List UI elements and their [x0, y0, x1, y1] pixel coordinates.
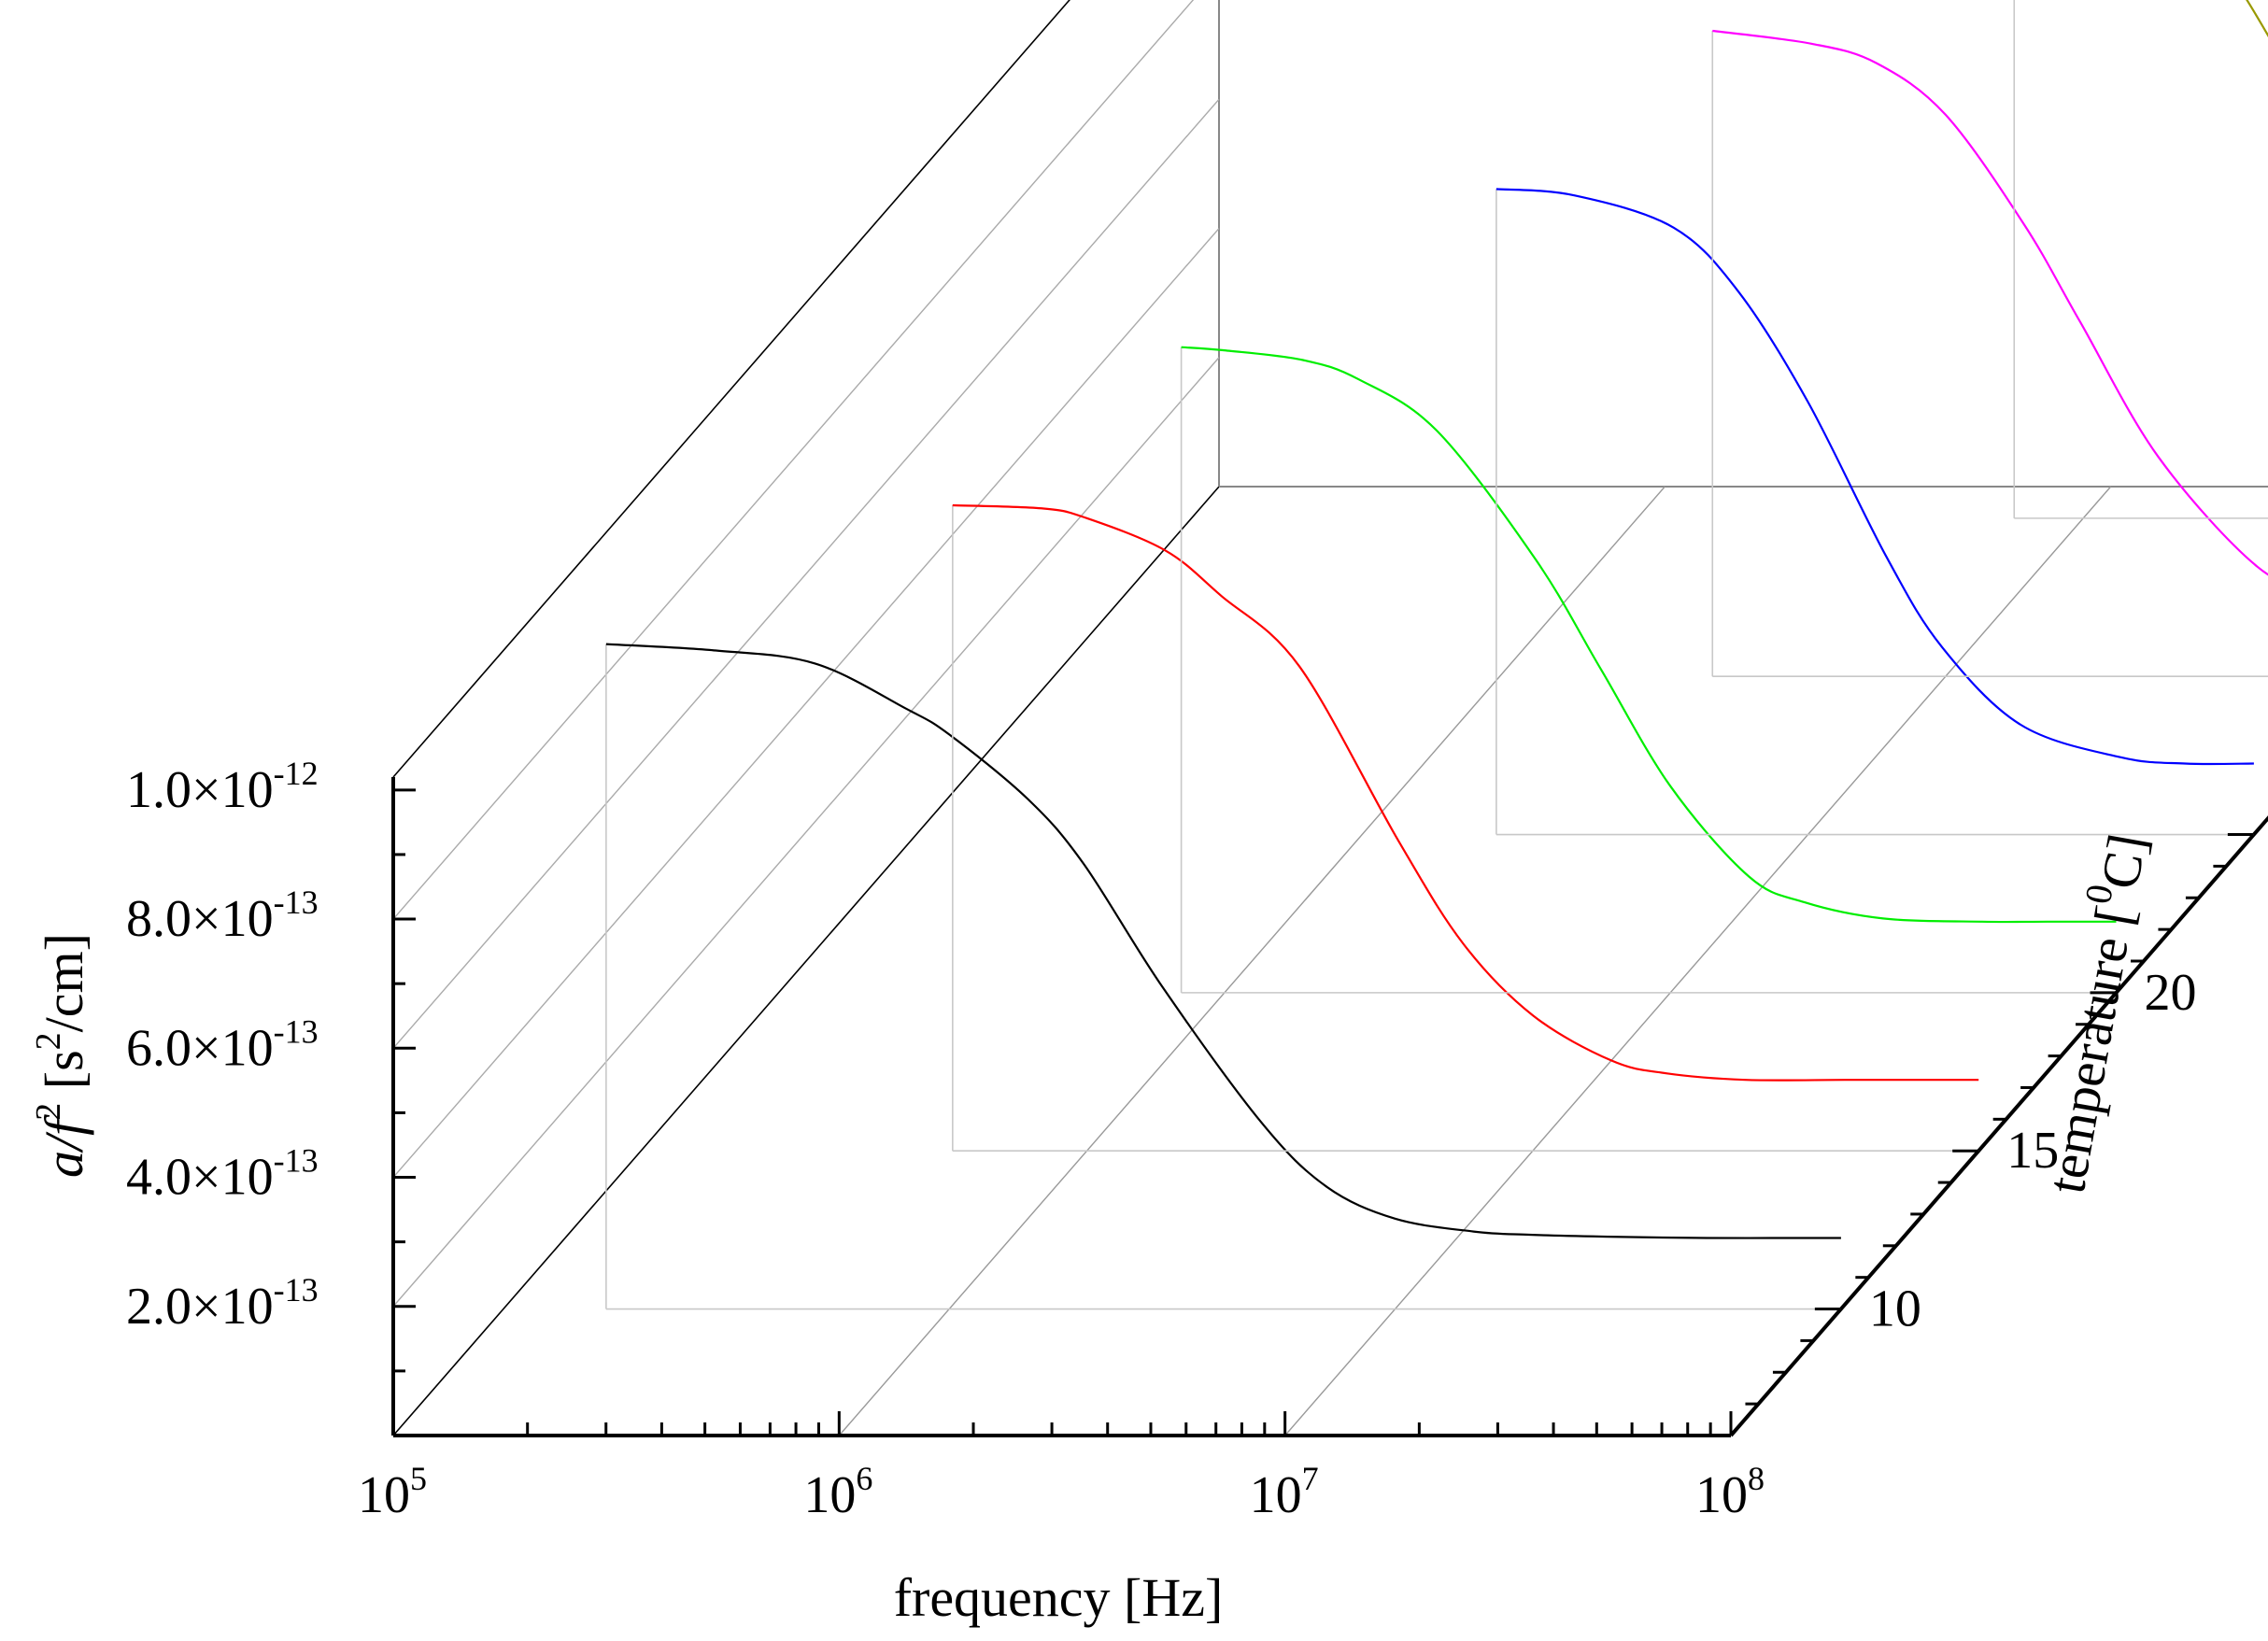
frame-edge-bottom-left-depth	[392, 486, 1220, 1436]
z-axis-title: temperature [0C]	[2026, 828, 2158, 1197]
tick-labels: 105 106 107 1082.0×10-134.0×10-136.0×10-138…	[126, 755, 2197, 1524]
x-tick-label: 108	[1695, 1460, 1765, 1524]
y-tick-exp: -13	[274, 884, 319, 921]
x-tick-label: 107	[1250, 1460, 1319, 1524]
x-tick-label: 105	[358, 1460, 427, 1524]
y-title-sup2: 2	[29, 1032, 68, 1050]
y-tick-label: 4.0×10-13	[126, 1142, 319, 1207]
x-tick-base: 10	[803, 1466, 856, 1524]
grid-floor-depth-line	[838, 486, 1666, 1436]
y-tick-base: 1.0×10	[126, 761, 274, 819]
y-tick-base: 6.0×10	[126, 1019, 274, 1077]
series-line-10	[605, 643, 1841, 1239]
frame-edge-top-left-depth	[392, 0, 1070, 778]
series-line-25	[1495, 188, 2254, 766]
y-tick-label: 8.0×10-13	[126, 884, 319, 948]
y-tick-exp: -12	[274, 755, 319, 792]
x-tick-exp: 6	[856, 1460, 872, 1497]
y-tick-base: 4.0×10	[126, 1149, 274, 1207]
grid-wall-depth-line	[392, 357, 1220, 1308]
grid-wall-depth-line	[392, 98, 1220, 1049]
series-line-15	[952, 503, 1979, 1082]
y-title-sup1: 2	[29, 1103, 68, 1121]
y-title-unit1: [s	[34, 1050, 94, 1102]
y-tick-label: 1.0×10-12	[126, 755, 319, 819]
y-tick-base: 2.0×10	[126, 1278, 274, 1336]
z-tick-label: 10	[1869, 1280, 1921, 1338]
series-line-20	[1181, 346, 2117, 924]
series-line-35	[2246, 0, 2268, 38]
axis-titles: frequency [Hz]a/f2 [s2/cm] temperature [0…	[29, 828, 2158, 1628]
x-tick-base: 10	[1250, 1466, 1302, 1524]
x-tick-label: 106	[803, 1460, 872, 1524]
y-tick-exp: -13	[274, 1142, 319, 1180]
series-curves	[605, 0, 2268, 1310]
y-tick-exp: -13	[274, 1271, 319, 1309]
series-line-30	[1712, 29, 2268, 576]
x-tick-exp: 5	[410, 1460, 427, 1497]
x-tick-base: 10	[1695, 1466, 1748, 1524]
z-axis-line	[1729, 815, 2268, 1437]
y-axis-title: a/f2 [s2/cm]	[29, 933, 94, 1178]
y-tick-label: 6.0×10-13	[126, 1012, 319, 1077]
y-tick-label: 2.0×10-13	[126, 1271, 319, 1336]
x-tick-exp: 7	[1302, 1460, 1319, 1497]
z-tick-label: 15	[2006, 1122, 2059, 1180]
axis-ticks	[391, 788, 2254, 1436]
y-title-unit2: /cm]	[34, 933, 94, 1032]
y-title-a: a/f	[34, 1114, 94, 1178]
y-tick-base: 8.0×10	[126, 890, 274, 948]
grid-wall-depth-line	[392, 0, 1195, 920]
z-title-b: C]	[2089, 829, 2158, 893]
x-tick-base: 10	[358, 1466, 410, 1524]
y-tick-exp: -13	[274, 1012, 319, 1050]
grid-floor-depth-line	[1284, 486, 2112, 1436]
z-tick-label: 20	[2145, 964, 2197, 1022]
x-tick-exp: 8	[1748, 1460, 1765, 1497]
z-title-a: temperature [	[2035, 901, 2146, 1197]
x-axis-title: frequency [Hz]	[894, 1567, 1224, 1628]
grid-wall-depth-line	[392, 228, 1220, 1178]
